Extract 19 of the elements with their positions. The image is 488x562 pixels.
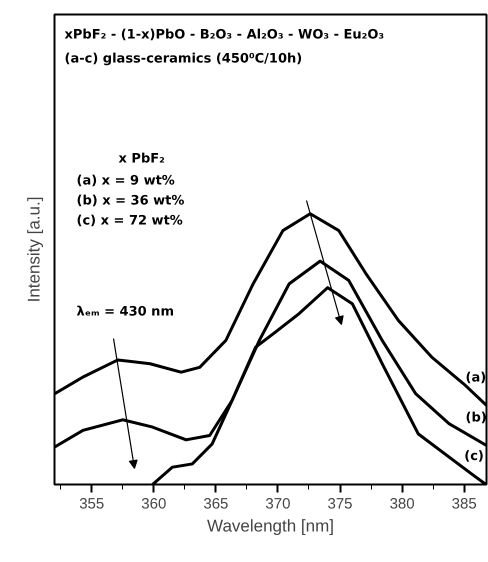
text: x PbF₂ [118,152,165,166]
text: (a) x = 9 wt% [76,174,175,188]
y-axis-title: Intensity [a.u.] [24,196,44,302]
x-tick-label: 360 [141,496,166,512]
x-tick-label: 380 [390,496,415,512]
chart-title: xPbF₂ - (1-x)PbO - B₂O₃ - Al₂O₃ - WO₃ - Eu₂O₃ [64,28,384,42]
x-tick-label: 370 [265,496,290,512]
chart-subtitle: (a-c) glass-ceramics (450⁰C/10h) [64,52,302,66]
annotation: λₑₘ = 430 nm [76,304,174,320]
x-tick-label: 355 [79,496,104,512]
x-axis-title: Wavelength [nm] [207,516,334,536]
x-tick-label: 365 [203,496,228,512]
x-tick-label: 375 [328,496,353,512]
x-tick-label: 385 [452,496,477,512]
series-label: (a) [466,370,486,386]
series-label: (c) [464,448,484,464]
annotation: (c) x = 72 wt% [76,214,183,228]
text: (b) x = 36 wt% [76,194,184,208]
series-label: (b) [466,410,487,426]
